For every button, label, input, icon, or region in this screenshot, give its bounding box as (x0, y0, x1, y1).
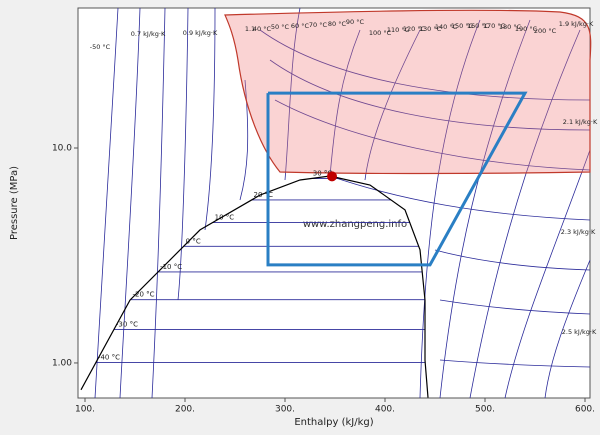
isotherm-label: -30 °C (116, 321, 138, 329)
isotherm-label: -40 °C (98, 353, 120, 361)
curve-label: 110 °C (387, 26, 410, 34)
curve-label: 100 °C (369, 29, 392, 37)
curve-label: 60 °C (291, 22, 310, 30)
x-axis-title: Enthalpy (kJ/kg) (294, 417, 373, 428)
x-tick-label: 500. (475, 405, 495, 415)
curve (439, 359, 591, 368)
x-tick-label: 600. (575, 405, 595, 415)
curve-label: 0.9 kJ/kg·K (183, 29, 218, 37)
x-tick-label: 100. (75, 405, 95, 415)
curve (329, 29, 361, 177)
curve-label: 120 °C (403, 25, 426, 33)
isotherm-label: -10 °C (160, 263, 182, 271)
curve (259, 29, 591, 101)
x-tick-label: 300. (275, 405, 295, 415)
curve (419, 19, 481, 399)
isotherm-label: 10 °C (215, 214, 235, 222)
curve (434, 249, 591, 271)
curve-label: 180 °C (499, 23, 522, 31)
isotherm-label: 20 °C (254, 191, 274, 199)
curve (439, 299, 591, 315)
curve-label: 80 °C (328, 20, 347, 28)
curve-label: 90 °C (346, 18, 365, 26)
curve (364, 29, 421, 181)
curve-label: 1.9 kJ/kg·K (559, 20, 594, 28)
curve (269, 59, 591, 131)
curve-label: 2.5 kJ/kg·K (562, 328, 597, 336)
curve-label: 50 °C (271, 23, 290, 31)
curve-label: 0.7 kJ/kg·K (131, 30, 166, 38)
y-tick-label: 10.0 (52, 143, 72, 153)
series-line (80, 175, 429, 398)
curve-label: 150 °C (451, 22, 474, 30)
background-curves (94, 7, 591, 399)
curve-label: 1.1 (245, 25, 255, 33)
y-tick-label: 1.00 (52, 358, 72, 368)
curve (177, 7, 189, 301)
x-tick-label: 400. (375, 405, 395, 415)
curve-label: 140 °C (435, 23, 458, 31)
y-axis-title: Pressure (MPa) (9, 166, 20, 240)
curve-label: 130 °C (419, 25, 442, 33)
x-tick-label: 200. (175, 405, 195, 415)
curve-label: 160 °C (467, 22, 490, 30)
isotherm-label: 0 °C (186, 237, 201, 245)
critical-point (327, 171, 337, 182)
watermark: www.zhangpeng.info (303, 219, 407, 230)
curve-label: 200 °C (534, 27, 557, 35)
isotherm-label: -20 °C (132, 291, 154, 299)
curve (329, 175, 591, 221)
curve (94, 7, 119, 399)
curve-label: 2.1 kJ/kg·K (563, 118, 598, 126)
curve (439, 19, 531, 399)
curve (469, 29, 581, 399)
top-labels: -50 °C 0.7 kJ/kg·K 0.9 kJ/kg·K 1.140 °C 50 °… (90, 18, 598, 336)
curve-label: 40 °C (253, 25, 272, 33)
curve-label: 170 °C (483, 22, 506, 30)
isotherm-label: 30 °C (313, 170, 333, 178)
series-line (266, 91, 528, 267)
curve (119, 7, 141, 399)
curve-label: 2.3 kJ/kg·K (561, 228, 596, 236)
curve (284, 7, 301, 181)
curve (504, 149, 591, 399)
curve (204, 7, 216, 231)
curve-label: -50 °C (90, 43, 111, 51)
curve-label: 70 °C (309, 21, 328, 29)
curve-label: 190 °C (515, 25, 538, 33)
curve (274, 99, 591, 171)
curve (151, 7, 166, 399)
curve (544, 259, 591, 399)
